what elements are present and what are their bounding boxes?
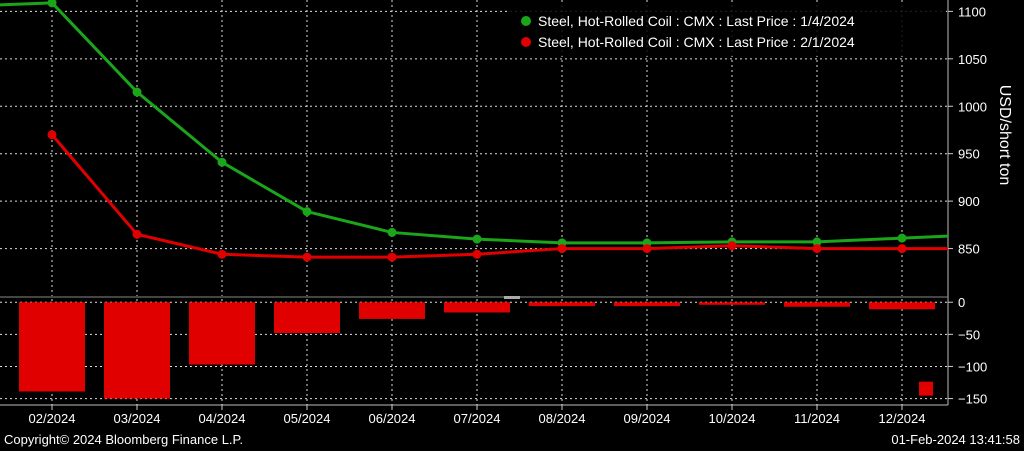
y-tick-label: 1000 bbox=[958, 99, 987, 114]
y-tick-label: 1050 bbox=[958, 52, 987, 67]
data-point bbox=[642, 244, 652, 254]
data-point bbox=[812, 244, 822, 254]
data-point bbox=[302, 252, 312, 262]
x-tick-label: 04/2024 bbox=[199, 411, 246, 426]
x-axis: 02/2024 03/2024 04/2024 05/2024 06/2024 07/20… bbox=[29, 405, 926, 426]
y-tick-label: 0 bbox=[958, 295, 965, 310]
y-tick-label: 1100 bbox=[958, 4, 986, 19]
data-point bbox=[132, 87, 142, 97]
y-tick-label: 950 bbox=[958, 147, 980, 162]
chart: 850 900 950 1000 1050 1100 0 −50 −100 −150 02/20… bbox=[0, 0, 1013, 426]
data-point bbox=[132, 229, 142, 239]
data-point bbox=[387, 227, 397, 237]
difference-bar bbox=[274, 302, 340, 334]
difference-bar bbox=[189, 302, 255, 365]
x-tick-label: 03/2024 bbox=[114, 411, 161, 426]
copyright: Copyright© 2024 Bloomberg Finance L.P. bbox=[4, 432, 244, 447]
x-tick-label: 08/2024 bbox=[539, 411, 586, 426]
x-tick-label: 10/2024 bbox=[709, 411, 756, 426]
difference-bar bbox=[699, 302, 765, 305]
data-point bbox=[47, 130, 57, 140]
difference-bar bbox=[614, 302, 680, 307]
y-tick-label: −50 bbox=[958, 327, 980, 342]
data-point bbox=[472, 234, 482, 244]
legend-box bbox=[508, 4, 946, 56]
y-tick-label: 850 bbox=[958, 242, 980, 257]
difference-bar bbox=[869, 302, 935, 310]
x-tick-label: 02/2024 bbox=[29, 411, 76, 426]
difference-bar bbox=[19, 302, 85, 392]
legend: Steel, Hot-Rolled Coil : CMX : Last Pric… bbox=[508, 4, 946, 56]
x-tick-label: 06/2024 bbox=[369, 411, 416, 426]
y-tick-label: −100 bbox=[958, 359, 987, 374]
legend-marker bbox=[521, 37, 531, 47]
difference-bar bbox=[104, 302, 170, 399]
data-point bbox=[387, 252, 397, 262]
data-point bbox=[727, 241, 737, 251]
difference-panel: 0 −50 −100 −150 bbox=[0, 295, 987, 407]
data-point bbox=[557, 244, 567, 254]
x-tick-label: 09/2024 bbox=[624, 411, 671, 426]
data-point bbox=[897, 244, 907, 254]
difference-bar bbox=[444, 302, 510, 313]
data-point bbox=[302, 207, 312, 217]
legend-marker bbox=[521, 16, 531, 26]
y-tick-label: 900 bbox=[958, 194, 980, 209]
data-point bbox=[47, 0, 57, 8]
series-line bbox=[50, 133, 948, 259]
difference-bar bbox=[784, 302, 850, 307]
data-point bbox=[217, 157, 227, 167]
x-tick-label: 12/2024 bbox=[879, 411, 926, 426]
legend-label: Steel, Hot-Rolled Coil : CMX : Last Pric… bbox=[538, 13, 855, 29]
x-tick-label: 11/2024 bbox=[794, 411, 840, 426]
y-tick-label: −150 bbox=[958, 392, 987, 407]
difference-bar bbox=[529, 302, 595, 307]
x-tick-label: 07/2024 bbox=[454, 411, 501, 426]
timestamp: 01-Feb-2024 13:41:58 bbox=[891, 432, 1020, 447]
y-axis-label: USD/short ton bbox=[996, 85, 1013, 185]
data-point bbox=[897, 233, 907, 243]
x-tick-label: 05/2024 bbox=[284, 411, 331, 426]
panel-resize-handle bbox=[504, 296, 520, 299]
price-panel: 850 900 950 1000 1050 1100 bbox=[0, 0, 987, 405]
data-point bbox=[812, 237, 822, 247]
data-point bbox=[217, 249, 227, 259]
last-value-marker bbox=[919, 381, 933, 396]
legend-label: Steel, Hot-Rolled Coil : CMX : Last Pric… bbox=[538, 34, 855, 50]
difference-bar bbox=[359, 302, 425, 319]
data-point bbox=[472, 249, 482, 259]
